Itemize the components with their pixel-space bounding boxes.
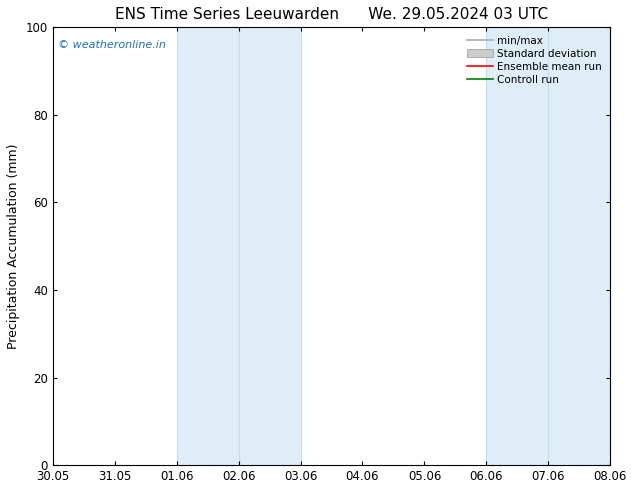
Y-axis label: Precipitation Accumulation (mm): Precipitation Accumulation (mm)	[7, 144, 20, 349]
Text: © weatheronline.in: © weatheronline.in	[58, 40, 166, 50]
Legend: min/max, Standard deviation, Ensemble mean run, Controll run: min/max, Standard deviation, Ensemble me…	[464, 32, 605, 88]
Bar	[176, 27, 301, 465]
Bar	[486, 27, 611, 465]
Title: ENS Time Series Leeuwarden      We. 29.05.2024 03 UTC: ENS Time Series Leeuwarden We. 29.05.202…	[115, 7, 548, 22]
